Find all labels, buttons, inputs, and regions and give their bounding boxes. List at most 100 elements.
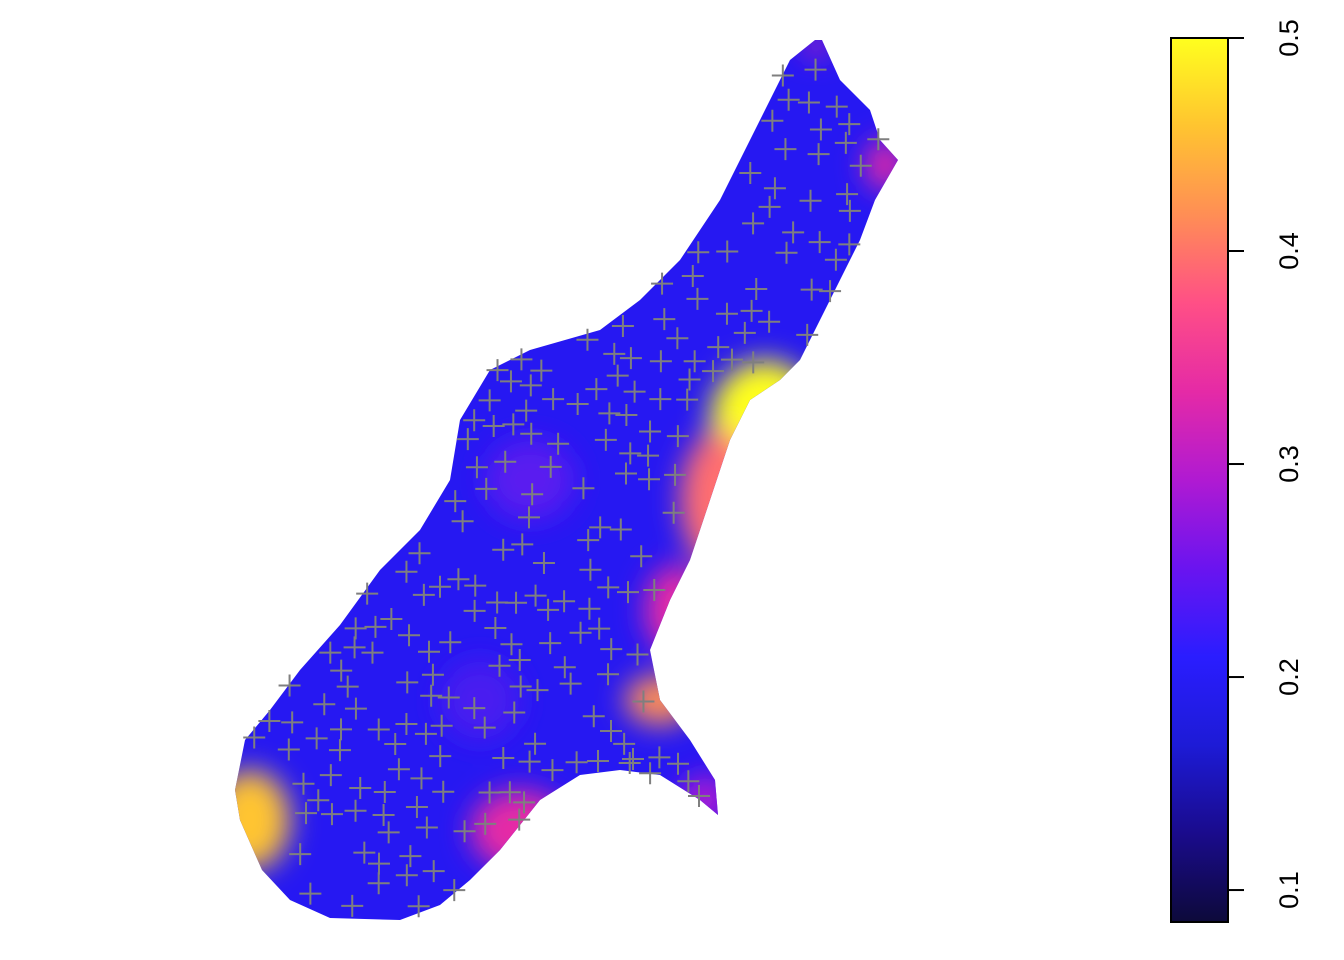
sample-point-marker [463, 599, 486, 622]
sample-point-marker [428, 575, 451, 598]
sample-point-marker [838, 199, 861, 222]
high-error-blob-southwest [235, 770, 290, 870]
sample-point-marker [797, 91, 820, 114]
sample-point-marker [542, 388, 565, 411]
sample-point-marker [484, 617, 507, 640]
sample-point-marker [666, 327, 689, 350]
sample-point-marker [800, 278, 823, 301]
sample-point-marker [638, 468, 661, 491]
sample-point-marker [524, 584, 547, 607]
low-error-blob-center [485, 440, 575, 520]
sample-point-marker [622, 748, 644, 770]
sample-point-marker [453, 820, 476, 843]
sample-point-marker [395, 864, 418, 887]
sample-point-marker [408, 542, 431, 565]
sample-point-marker [849, 154, 872, 177]
sample-point-marker [473, 716, 496, 739]
sample-point-marker [380, 607, 403, 630]
sample-point-marker [278, 674, 301, 697]
sample-point-marker [539, 455, 562, 478]
sample-point-marker [809, 118, 832, 141]
sample-point-marker [494, 450, 517, 473]
sample-point-marker [632, 690, 655, 713]
sample-point-marker [686, 287, 709, 310]
colorbar-scale [1170, 37, 1229, 923]
sample-point-marker [623, 380, 646, 403]
sample-point-marker [547, 432, 570, 455]
sample-point-marker [733, 321, 756, 344]
sample-point-marker [519, 374, 542, 397]
sample-point-marker [678, 368, 701, 391]
sample-point-marker [799, 189, 822, 212]
sample-point-marker [553, 590, 576, 613]
low-error-blob-southcenter [440, 660, 520, 740]
sample-point-marker [377, 821, 400, 844]
sample-point-marker [742, 351, 765, 374]
sample-point-marker [384, 732, 407, 755]
sample-point-marker [653, 308, 676, 331]
sample-point-marker [553, 656, 576, 679]
sample-point-marker [320, 803, 343, 826]
sample-point-marker [405, 796, 428, 819]
sample-point-marker [771, 64, 794, 87]
sample-point-marker [243, 726, 266, 749]
sample-point-marker [343, 636, 366, 659]
sample-point-marker [344, 697, 367, 720]
sample-point-marker [319, 764, 342, 787]
sample-point-marker [825, 95, 848, 118]
sample-point-marker [758, 310, 781, 333]
sample-point-marker [600, 638, 623, 661]
sample-point-marker [367, 852, 390, 875]
sample-point-marker [407, 895, 430, 918]
sample-point-marker [597, 576, 620, 599]
sample-point-marker [492, 746, 515, 769]
sample-point-marker [532, 552, 555, 575]
sample-point-marker [498, 781, 521, 804]
sample-point-marker [503, 701, 526, 724]
sample-point-marker [615, 403, 638, 426]
sample-point-marker [739, 162, 762, 185]
sample-point-marker [707, 336, 730, 359]
sample-point-marker [524, 732, 547, 755]
sample-point-marker [478, 781, 501, 804]
sample-point-marker [539, 632, 562, 655]
sample-point-marker [432, 780, 455, 803]
sample-point-marker [415, 816, 438, 839]
sample-point-marker [373, 780, 396, 803]
sample-point-marker [510, 348, 533, 371]
sample-point-marker [796, 323, 819, 346]
sample-point-marker [518, 750, 541, 773]
colorbar-ticks: 0.1 0.2 0.3 0.4 0.5 [1227, 19, 1304, 909]
sample-point-marker [509, 675, 532, 698]
sample-point-marker [579, 558, 602, 581]
sample-point-marker [292, 772, 315, 795]
sample-point-marker [774, 138, 797, 161]
sample-point-marker [740, 299, 763, 322]
sample-point-marker [758, 195, 781, 218]
sample-point-marker [838, 233, 861, 256]
sample-point-marker [520, 422, 543, 445]
sample-point-marker [585, 378, 608, 401]
sample-point-marker [398, 624, 421, 647]
sample-point-marker [414, 722, 437, 745]
sample-point-marker [720, 348, 743, 371]
sample-point-marker [399, 845, 422, 868]
sample-point-marker [511, 533, 534, 556]
sample-point-marker [667, 752, 690, 775]
sample-point-marker [295, 802, 318, 825]
sample-point-marker [598, 402, 621, 425]
sample-point-marker [639, 420, 662, 443]
sample-point-marker [499, 370, 522, 393]
sample-point-marker [588, 617, 611, 640]
sample-point-marker [330, 718, 353, 741]
sample-point-marker [474, 812, 497, 835]
sample-point-marker [838, 113, 861, 136]
sample-point-marker [305, 727, 328, 750]
colorbar-tick-label: 0.3 [1274, 445, 1304, 483]
sample-point-marker [277, 738, 300, 761]
sample-point-marker [702, 360, 725, 383]
sample-point-marker [761, 109, 784, 132]
sample-point-marker [488, 654, 511, 677]
sample-point-marker [289, 843, 312, 866]
